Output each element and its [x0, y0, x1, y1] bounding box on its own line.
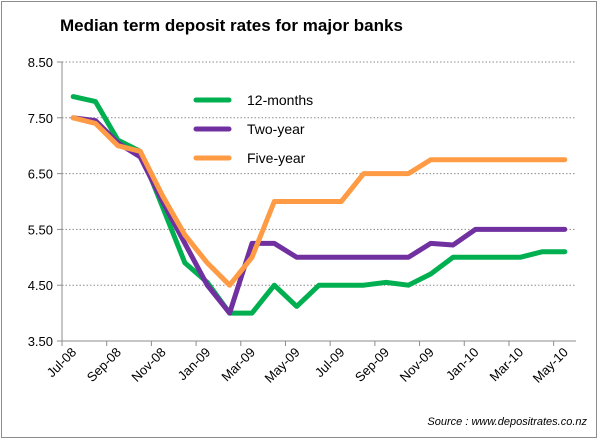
x-tick-label: May-10: [530, 345, 571, 386]
legend-label: 12-months: [247, 92, 313, 108]
series-line-12-months: [70, 94, 568, 316]
gridlines: [62, 61, 576, 286]
chart-title: Median term deposit rates for major bank…: [60, 16, 403, 35]
y-tick-label: 7.50: [28, 111, 53, 126]
y-tick-label: 8.50: [28, 55, 53, 70]
y-tick-label: 4.50: [28, 278, 53, 293]
x-tick-label: Nov-08: [128, 345, 168, 385]
x-tick-label: Mar-10: [487, 345, 527, 385]
x-tick-label: Jul-09: [312, 345, 348, 381]
x-tick-label: Sep-08: [84, 345, 124, 385]
y-tick-label: 3.50: [28, 334, 53, 349]
y-tick-label: 6.50: [28, 167, 53, 182]
x-tick-label: Jan-10: [443, 345, 482, 384]
series-line-two-year: [70, 115, 568, 316]
legend-label: Two-year: [247, 121, 305, 137]
series-line-five-year: [70, 115, 568, 288]
x-tick-label: May-09: [262, 345, 303, 386]
x-tick-label: Jan-09: [175, 345, 214, 384]
series-lines: [70, 94, 568, 316]
x-tick-label: Mar-09: [218, 345, 258, 385]
x-tick-label: Nov-09: [397, 345, 437, 385]
x-tick-label: Sep-09: [352, 345, 392, 385]
source-note: Source : www.depositrates.co.nz: [427, 416, 587, 428]
legend-label: Five-year: [247, 150, 306, 166]
legend: 12-months Two-year Five-year: [193, 92, 313, 166]
y-tick-label: 5.50: [28, 222, 53, 237]
x-tick-label: Jul-08: [44, 345, 80, 381]
